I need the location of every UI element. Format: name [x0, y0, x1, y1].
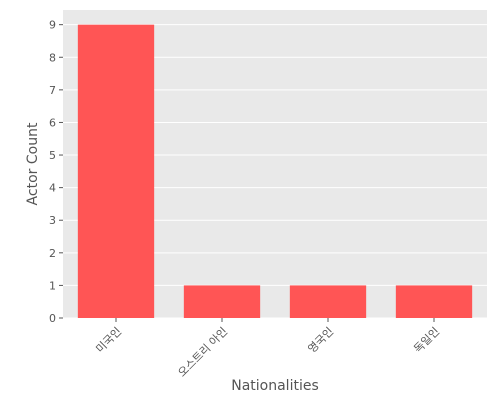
y-tick-label: 0: [49, 312, 56, 325]
bar: [395, 285, 473, 318]
y-tick-label: 9: [49, 19, 56, 32]
x-tick-label: 미국인: [93, 325, 124, 356]
y-tick-label: 5: [49, 149, 56, 162]
x-tick-label: 오스트리 아인: [176, 325, 231, 380]
y-tick-label: 8: [49, 51, 56, 64]
y-axis-ticks: 0 1 2 3 4 5 6 7 8 9: [49, 19, 63, 325]
x-axis-title: Nationalities: [231, 378, 319, 394]
x-axis-ticks: 미국인 오스트리 아인 영국인 독일인: [93, 318, 442, 380]
y-tick-label: 1: [49, 279, 56, 292]
y-tick-label: 6: [49, 116, 56, 129]
y-tick-label: 7: [49, 84, 56, 97]
y-tick-label: 2: [49, 247, 56, 260]
bar: [77, 24, 155, 319]
y-tick-label: 4: [49, 182, 56, 195]
x-tick-label: 영국인: [305, 325, 336, 356]
bar: [183, 285, 261, 318]
y-tick-label: 3: [49, 214, 56, 227]
x-tick-label: 독일인: [411, 324, 442, 355]
bars: [77, 24, 473, 319]
bar: [289, 285, 367, 318]
y-axis-title: Actor Count: [25, 122, 41, 205]
